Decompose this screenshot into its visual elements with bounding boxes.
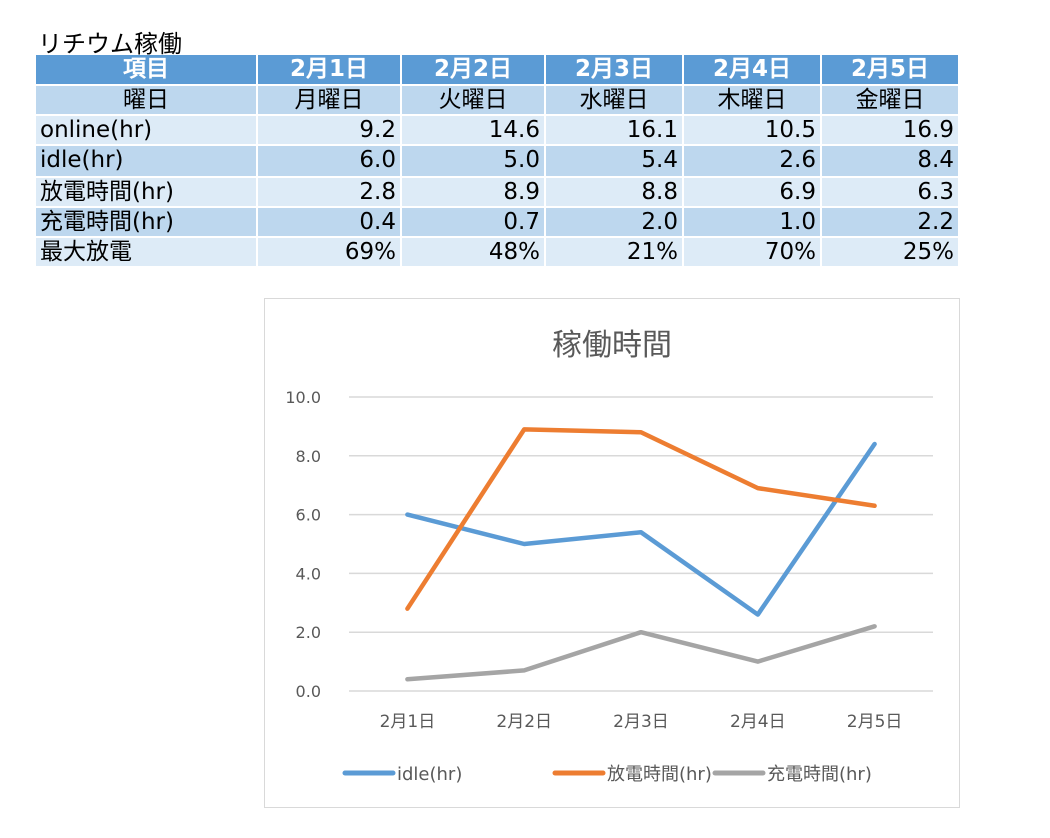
chart-title: 稼働時間 (552, 328, 672, 363)
row-label-cell[interactable]: 充電時間(hr) (36, 208, 256, 236)
legend-label: idle(hr) (397, 764, 462, 785)
table-cell[interactable]: 69% (258, 238, 400, 266)
table-cell[interactable]: 25% (822, 238, 958, 266)
table-cell[interactable]: 1.0 (684, 208, 820, 236)
row-label-cell[interactable]: idle(hr) (36, 146, 256, 176)
row-label-cell[interactable]: 放電時間(hr) (36, 178, 256, 206)
chart-svg: 稼働時間 0.0 2.0 4.0 6.0 8.0 10.0 2月1日 2月2日 2月3日 2月4日 2… (285, 328, 933, 785)
table-header-cell[interactable]: 2月2日 (402, 55, 544, 84)
legend-label: 充電時間(hr) (767, 764, 872, 785)
table-cell[interactable]: 8.4 (822, 146, 958, 176)
row-label-cell[interactable]: 最大放電 (36, 238, 256, 266)
table-cell[interactable]: 2.0 (546, 208, 682, 236)
row-label-cell[interactable]: 曜日 (36, 86, 256, 114)
legend-label: 放電時間(hr) (607, 764, 712, 785)
table-cell[interactable]: 2.6 (684, 146, 820, 176)
table-cell[interactable]: 6.9 (684, 178, 820, 206)
table-cell[interactable]: 2.2 (822, 208, 958, 236)
series-line-0 (405, 441, 877, 617)
table-cell[interactable]: 8.8 (546, 178, 682, 206)
table-cell[interactable]: 月曜日 (258, 86, 400, 114)
y-tick-label: 8.0 (296, 447, 321, 466)
series-line-2 (405, 624, 877, 682)
table-cell[interactable]: 16.1 (546, 116, 682, 144)
x-tick-label: 2月5日 (847, 712, 903, 732)
table-header-cell[interactable]: 2月5日 (822, 55, 958, 84)
sheet-title: リチウム稼働 (38, 30, 182, 58)
table-cell[interactable]: 8.9 (402, 178, 544, 206)
table-cell[interactable]: 2.8 (258, 178, 400, 206)
table-header-cell[interactable]: 2月3日 (546, 55, 682, 84)
table-cell[interactable]: 火曜日 (402, 86, 544, 114)
x-tick-label: 2月3日 (613, 712, 669, 732)
table-cell[interactable]: 5.0 (402, 146, 544, 176)
y-tick-label: 4.0 (296, 564, 321, 583)
y-tick-label: 2.0 (296, 623, 321, 642)
table-cell[interactable]: 6.0 (258, 146, 400, 176)
table-cell[interactable]: 木曜日 (684, 86, 820, 114)
row-label-cell[interactable]: online(hr) (36, 116, 256, 144)
table-header-cell[interactable]: 2月4日 (684, 55, 820, 84)
y-tick-label: 10.0 (285, 388, 321, 407)
table-cell[interactable]: 9.2 (258, 116, 400, 144)
table-cell[interactable]: 10.5 (684, 116, 820, 144)
table-cell[interactable]: 6.3 (822, 178, 958, 206)
table-cell[interactable]: 0.4 (258, 208, 400, 236)
table-cell[interactable]: 金曜日 (822, 86, 958, 114)
y-tick-label: 0.0 (296, 682, 321, 701)
x-tick-label: 2月2日 (496, 712, 552, 732)
x-tick-label: 2月1日 (380, 712, 436, 732)
x-tick-label: 2月4日 (730, 712, 786, 732)
line-chart[interactable]: 稼働時間 0.0 2.0 4.0 6.0 8.0 10.0 2月1日 2月2日 2月3日 2月4日 2… (264, 298, 960, 808)
table-cell[interactable]: 70% (684, 238, 820, 266)
table-cell[interactable]: 水曜日 (546, 86, 682, 114)
table-cell[interactable]: 0.7 (402, 208, 544, 236)
table-cell[interactable]: 14.6 (402, 116, 544, 144)
table-cell[interactable]: 16.9 (822, 116, 958, 144)
table-cell[interactable]: 21% (546, 238, 682, 266)
table-cell[interactable]: 48% (402, 238, 544, 266)
y-tick-label: 6.0 (296, 506, 321, 525)
table-cell[interactable]: 5.4 (546, 146, 682, 176)
table-header-cell[interactable]: 項目 (36, 55, 256, 84)
table-header-cell[interactable]: 2月1日 (258, 55, 400, 84)
